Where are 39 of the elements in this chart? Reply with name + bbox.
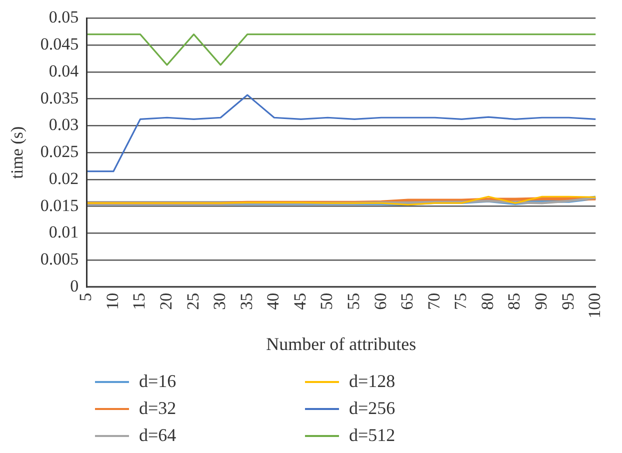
x-tick-label: 55 [344, 292, 363, 310]
x-tick-label: 25 [183, 292, 202, 310]
x-tick-label: 75 [451, 292, 470, 310]
x-tick-label: 30 [210, 292, 230, 310]
legend-label: d=64 [139, 425, 176, 446]
y-tick-label: 0.015 [40, 196, 79, 215]
x-tick-label: 45 [290, 292, 310, 310]
y-tick-label: 0.01 [48, 222, 79, 242]
y-tick-label: 0.02 [48, 168, 79, 188]
x-tick-label: 5 [76, 292, 96, 302]
x-tick-label: 60 [370, 292, 390, 310]
legend-label: d=512 [349, 425, 396, 446]
legend-label: d=256 [349, 398, 396, 419]
x-tick-label: 10 [102, 292, 122, 310]
y-tick-label: 0.03 [48, 115, 79, 134]
x-tick-label: 15 [130, 292, 149, 310]
x-tick-label: 65 [398, 292, 417, 310]
legend-label: d=16 [139, 371, 176, 392]
y-tick-label: 0.025 [40, 142, 79, 162]
y-tick-label: 0.045 [40, 34, 79, 54]
y-tick-label: 0.05 [48, 8, 79, 27]
y-tick-label: 0.035 [40, 88, 79, 108]
x-axis-title: Number of attributes [266, 334, 416, 354]
y-axis-title: time (s) [8, 126, 27, 179]
y-tick-label: 0.04 [48, 61, 80, 80]
x-tick-label: 95 [558, 292, 578, 310]
x-tick-label: 20 [156, 292, 176, 310]
x-tick-label: 50 [317, 292, 336, 310]
x-tick-label: 40 [264, 292, 283, 310]
x-tick-label: 80 [478, 292, 497, 310]
x-tick-label: 70 [424, 292, 444, 310]
x-tick-label: 35 [236, 292, 256, 310]
x-tick-label: 85 [504, 292, 524, 310]
y-tick-label: 0.005 [40, 250, 79, 268]
y-tick-label: 0 [70, 276, 79, 296]
legend-label: d=32 [139, 398, 176, 419]
legend-label: d=128 [349, 371, 396, 392]
x-tick-label: 90 [531, 292, 550, 310]
x-tick-label: 100 [585, 292, 604, 318]
